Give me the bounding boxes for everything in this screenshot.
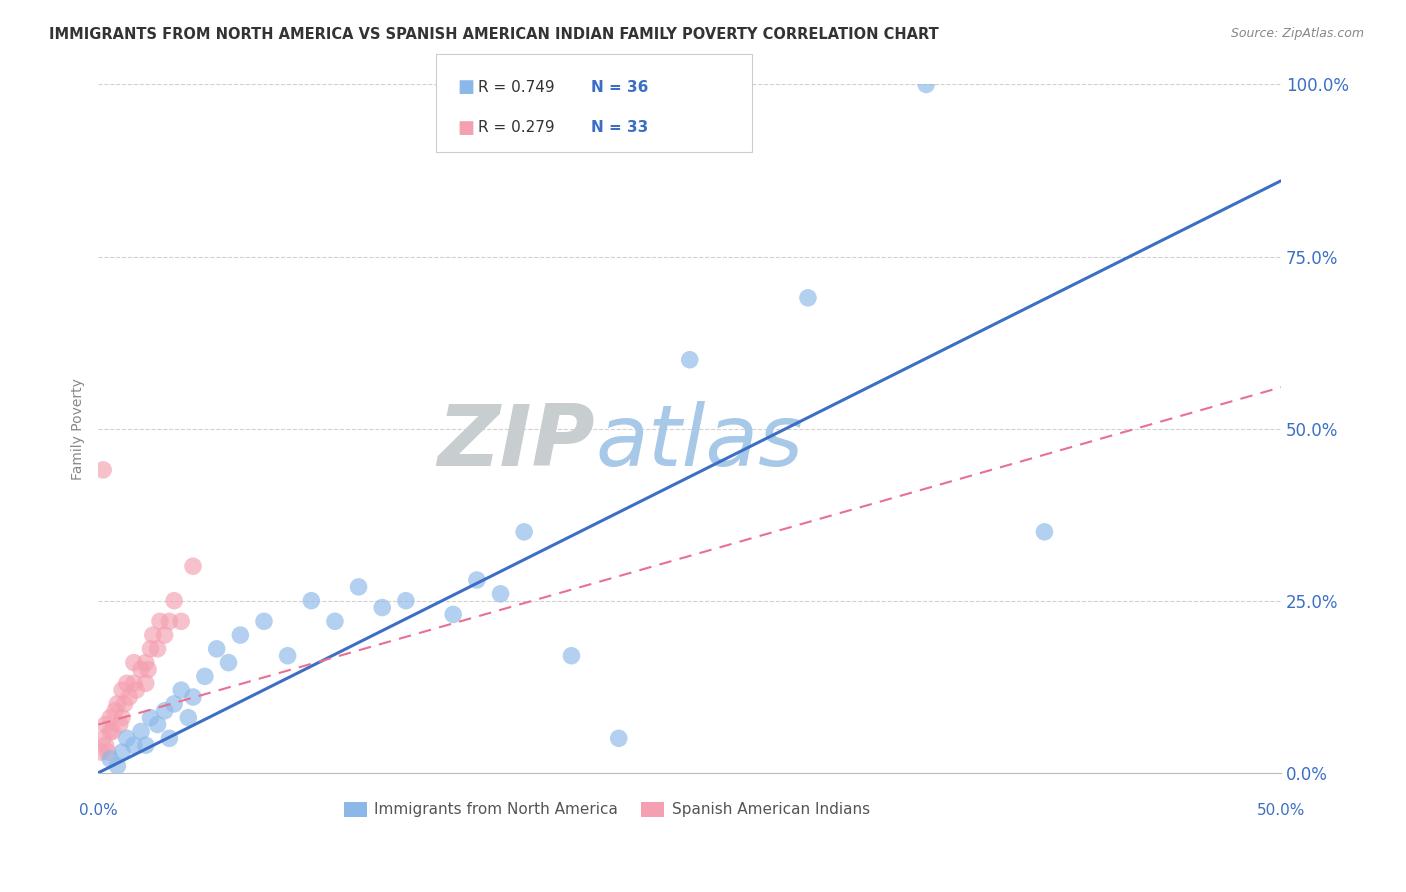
Point: [299, 593, 322, 607]
Point: [98, 752, 121, 766]
Point: [181, 559, 204, 574]
Point: [177, 711, 200, 725]
Text: ZIP: ZIP: [437, 401, 595, 483]
Point: [1033, 524, 1056, 539]
Point: [135, 656, 157, 670]
Point: [122, 656, 145, 670]
Point: [347, 580, 370, 594]
Text: 50.0%: 50.0%: [1257, 804, 1305, 818]
Point: [101, 724, 124, 739]
Point: [105, 697, 128, 711]
Point: [118, 690, 141, 704]
Point: [797, 291, 820, 305]
Text: N = 36: N = 36: [591, 80, 648, 95]
Point: [94, 717, 117, 731]
Point: [371, 600, 394, 615]
Text: R = 0.749: R = 0.749: [478, 80, 554, 95]
Point: [163, 697, 186, 711]
Point: [125, 683, 148, 698]
Point: [114, 697, 136, 711]
Text: R = 0.279: R = 0.279: [478, 120, 554, 135]
Point: [915, 78, 938, 92]
Text: N = 33: N = 33: [591, 120, 648, 135]
Point: [218, 656, 240, 670]
Point: [91, 731, 114, 746]
Point: [229, 628, 252, 642]
Y-axis label: Family Poverty: Family Poverty: [72, 377, 86, 480]
Point: [146, 641, 169, 656]
Point: [157, 615, 180, 629]
Point: [277, 648, 299, 663]
Point: [94, 738, 117, 752]
Point: [111, 683, 134, 698]
Point: [146, 717, 169, 731]
Point: [513, 524, 536, 539]
Point: [465, 573, 488, 587]
Point: [170, 615, 193, 629]
Point: [129, 663, 152, 677]
Point: [105, 759, 128, 773]
Point: [136, 663, 159, 677]
Point: [139, 711, 162, 725]
Text: 0.0%: 0.0%: [79, 804, 118, 818]
Text: ■: ■: [457, 78, 474, 96]
Point: [135, 738, 157, 752]
Point: [560, 648, 582, 663]
Point: [489, 587, 512, 601]
Legend: Immigrants from North America, Spanish American Indians: Immigrants from North America, Spanish A…: [337, 796, 876, 823]
Point: [163, 593, 186, 607]
Point: [115, 676, 138, 690]
Point: [122, 738, 145, 752]
Point: [323, 615, 346, 629]
Point: [194, 669, 217, 683]
Point: [153, 704, 176, 718]
Point: [122, 676, 145, 690]
Point: [181, 690, 204, 704]
Point: [91, 463, 114, 477]
Text: ■: ■: [457, 119, 474, 136]
Point: [149, 615, 172, 629]
Point: [142, 628, 165, 642]
Point: [98, 724, 121, 739]
Point: [129, 724, 152, 739]
Text: IMMIGRANTS FROM NORTH AMERICA VS SPANISH AMERICAN INDIAN FAMILY POVERTY CORRELAT: IMMIGRANTS FROM NORTH AMERICA VS SPANISH…: [49, 27, 939, 42]
Point: [135, 676, 157, 690]
Point: [607, 731, 630, 746]
Point: [108, 717, 131, 731]
Point: [679, 352, 702, 367]
Point: [441, 607, 464, 622]
Text: atlas: atlas: [595, 401, 803, 483]
Point: [205, 641, 228, 656]
Point: [97, 745, 120, 759]
Point: [395, 593, 418, 607]
Point: [104, 704, 127, 718]
Point: [253, 615, 276, 629]
Point: [111, 745, 134, 759]
Point: [157, 731, 180, 746]
Point: [115, 731, 138, 746]
Text: Source: ZipAtlas.com: Source: ZipAtlas.com: [1230, 27, 1364, 40]
Point: [170, 683, 193, 698]
Point: [111, 711, 134, 725]
Point: [139, 641, 162, 656]
Point: [98, 711, 121, 725]
Point: [153, 628, 176, 642]
Point: [90, 745, 112, 759]
